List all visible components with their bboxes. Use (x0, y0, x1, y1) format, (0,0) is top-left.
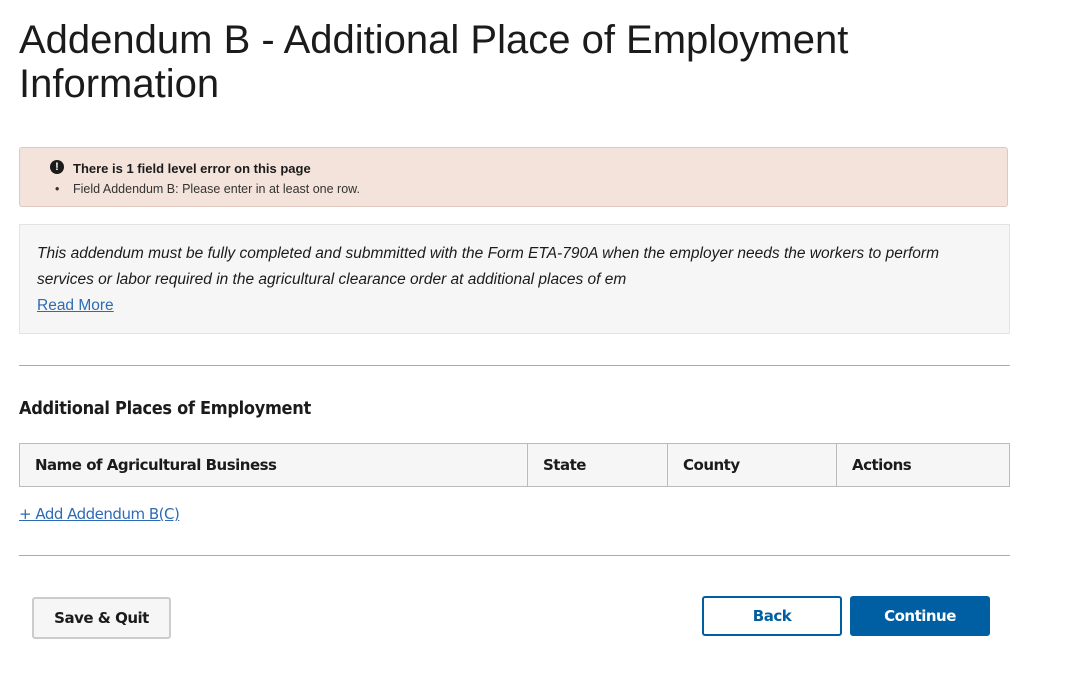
save-quit-button[interactable]: Save & Quit (32, 597, 171, 639)
divider (19, 555, 1010, 556)
employment-table: Name of Agricultural Business State Coun… (19, 443, 1010, 487)
error-item: Field Addendum B: Please enter in at lea… (55, 182, 360, 196)
add-addendum-link[interactable]: + Add Addendum B(C) (19, 505, 180, 523)
exclamation-circle-icon: ! (50, 160, 64, 174)
column-header-actions: Actions (836, 443, 1010, 487)
column-header-name: Name of Agricultural Business (19, 443, 528, 487)
continue-button[interactable]: Continue (850, 596, 990, 636)
info-box: This addendum must be fully completed an… (19, 224, 1010, 334)
info-text: This addendum must be fully completed an… (37, 245, 940, 288)
read-more-link[interactable]: Read More (37, 297, 114, 314)
table-header-row: Name of Agricultural Business State Coun… (19, 443, 1010, 487)
error-alert: ! There is 1 field level error on this p… (19, 147, 1008, 207)
section-title: Additional Places of Employment (19, 398, 311, 419)
back-button[interactable]: Back (702, 596, 842, 636)
error-title: There is 1 field level error on this pag… (73, 161, 311, 176)
divider (19, 365, 1010, 366)
column-header-county: County (667, 443, 837, 487)
page-title: Addendum B - Additional Place of Employm… (19, 18, 849, 106)
column-header-state: State (527, 443, 668, 487)
